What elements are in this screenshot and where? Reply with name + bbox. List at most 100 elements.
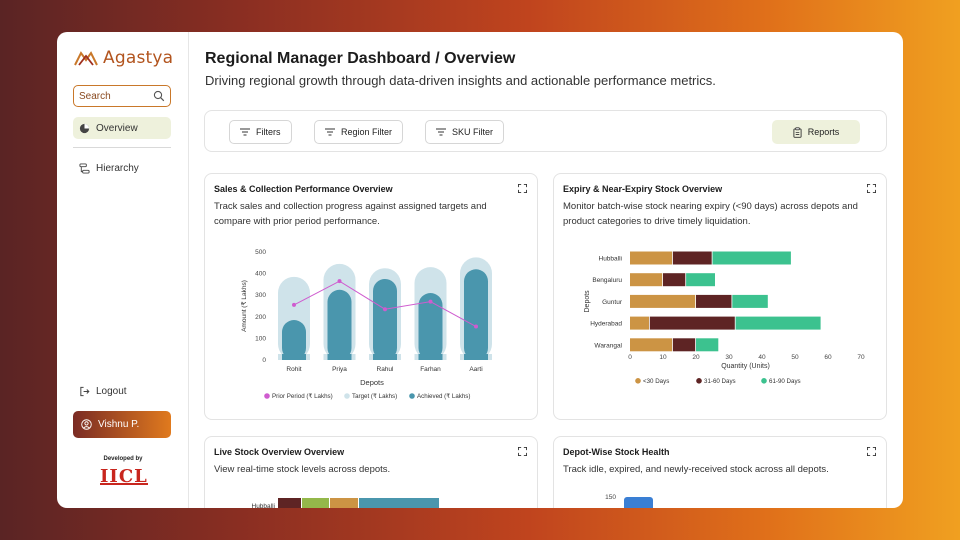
achieved-bar-base xyxy=(464,354,488,360)
card-title: Expiry & Near-Expiry Stock Overview xyxy=(563,184,723,194)
y-tick-label: 300 xyxy=(255,292,266,299)
y-tick-label: 200 xyxy=(255,314,266,321)
page-subtitle: Driving regional growth through data-dri… xyxy=(205,73,716,88)
legend-label: Prior Period (₹ Lakhs) xyxy=(272,393,333,400)
y-tick-label: 500 xyxy=(255,249,266,256)
filter-lines-icon xyxy=(325,128,335,136)
agastya-logo-icon xyxy=(74,51,98,66)
prior-period-point xyxy=(292,302,296,307)
sidebar: Agastya Search Overview Hierarchy xyxy=(57,32,189,508)
page-title: Regional Manager Dashboard / Overview xyxy=(205,50,516,67)
x-tick-label: 30 xyxy=(725,354,733,361)
y-tick-label: 400 xyxy=(255,271,266,278)
expand-icon[interactable] xyxy=(518,447,527,456)
legend-marker xyxy=(696,378,702,384)
x-tick-label: Rohit xyxy=(286,366,301,373)
legend-label: Achieved (₹ Lakhs) xyxy=(417,393,470,400)
user-profile-button[interactable]: Vishnu P. xyxy=(73,411,171,438)
depot-health-chart: 150 xyxy=(605,494,653,508)
y-axis-label: Amount (₹ Lakhs) xyxy=(240,280,248,332)
reports-button[interactable]: Reports xyxy=(772,120,860,144)
achieved-bar xyxy=(327,289,352,360)
sidebar-item-hierarchy[interactable]: Hierarchy xyxy=(73,157,171,179)
sidebar-item-label: Hierarchy xyxy=(96,162,139,174)
filters-label: Filters xyxy=(256,127,281,137)
stacked-bar-segment xyxy=(630,316,649,330)
achieved-bar xyxy=(418,293,443,360)
y-tick-label: 0 xyxy=(262,357,266,364)
stacked-bar-segment xyxy=(630,273,663,287)
stacked-bar-segment xyxy=(302,498,329,508)
depot-health-card: Depot-Wise Stock Health Track idle, expi… xyxy=(553,436,887,508)
stacked-bar-segment xyxy=(735,316,821,330)
logout-button[interactable]: Logout xyxy=(73,380,171,402)
sidebar-item-label: Overview xyxy=(96,122,138,134)
x-tick-label: 20 xyxy=(692,354,700,361)
prior-period-point xyxy=(474,324,478,329)
region-filter-button[interactable]: Region Filter xyxy=(314,120,404,144)
reports-label: Reports xyxy=(807,127,840,137)
stacked-bar-segment xyxy=(672,338,696,352)
expand-icon[interactable] xyxy=(867,184,876,193)
legend-marker xyxy=(264,393,270,399)
x-tick-label: 10 xyxy=(659,354,667,361)
expand-icon[interactable] xyxy=(518,184,527,193)
filters-button[interactable]: Filters xyxy=(229,120,292,144)
sku-filter-button[interactable]: SKU Filter xyxy=(425,120,505,144)
stacked-bar-segment xyxy=(712,251,791,265)
clipboard-icon xyxy=(793,126,802,138)
x-tick-label: Aarti xyxy=(469,366,482,373)
stacked-bar-segment xyxy=(696,294,732,308)
achieved-bar-base xyxy=(418,354,443,360)
expand-icon[interactable] xyxy=(867,447,876,456)
app-name: Agastya xyxy=(103,48,174,68)
y-tick-label: 100 xyxy=(255,335,266,342)
stacked-bar-segment xyxy=(696,338,719,352)
logout-label: Logout xyxy=(96,385,127,397)
legend-marker xyxy=(761,378,767,384)
card-description: Track idle, expired, and newly-received … xyxy=(563,464,829,475)
search-icon xyxy=(153,90,165,102)
x-tick-label: 0 xyxy=(628,354,632,361)
search-input[interactable]: Search xyxy=(73,85,171,107)
live-stock-card: Live Stock Overview Overview View real-t… xyxy=(204,436,538,508)
achieved-bar-base xyxy=(373,354,397,360)
x-tick-label: Priya xyxy=(332,366,347,373)
prior-period-point xyxy=(383,307,387,312)
achieved-bar xyxy=(282,320,306,360)
filter-lines-icon xyxy=(436,128,446,136)
y-tick-label: Hubballi xyxy=(252,503,276,508)
stacked-bar-segment xyxy=(663,273,686,287)
sidebar-item-overview[interactable]: Overview xyxy=(73,117,171,139)
app-logo[interactable]: Agastya xyxy=(73,48,173,68)
sales-performance-card: Sales & Collection Performance Overview … xyxy=(204,173,538,420)
stacked-bar-segment xyxy=(630,338,673,352)
stacked-bar-segment xyxy=(359,498,439,508)
x-tick-label: Rahul xyxy=(377,366,395,373)
legend-marker xyxy=(409,393,415,399)
card-description: View real-time stock levels across depot… xyxy=(214,464,391,475)
achieved-bar xyxy=(464,269,488,360)
stacked-bar-segment xyxy=(630,251,673,265)
x-tick-label: 50 xyxy=(791,354,799,361)
app-window: Agastya Search Overview Hierarchy xyxy=(57,32,903,508)
health-bar xyxy=(624,497,653,508)
x-tick-label: Farhan xyxy=(420,366,441,373)
legend-label: 31-60 Days xyxy=(704,378,736,385)
expiry-stock-card: Expiry & Near-Expiry Stock Overview Moni… xyxy=(553,173,887,420)
stacked-bar-segment xyxy=(649,316,735,330)
user-name: Vishnu P. xyxy=(98,419,140,430)
y-tick-label: Bengaluru xyxy=(592,277,622,284)
y-axis-label: Depots xyxy=(584,290,591,313)
search-placeholder: Search xyxy=(79,90,111,102)
main-content: Regional Manager Dashboard / Overview Dr… xyxy=(189,32,903,508)
legend-marker xyxy=(344,393,350,399)
expiry-chart: Hubballi Bengaluru Guntur Hyderabad Warangal… xyxy=(584,251,865,385)
stacked-bar-segment xyxy=(630,294,696,308)
pie-icon xyxy=(79,123,90,133)
hierarchy-icon xyxy=(79,162,90,174)
achieved-bar-base xyxy=(282,354,306,360)
legend-marker xyxy=(635,378,641,384)
prior-period-point xyxy=(337,279,342,284)
region-filter-label: Region Filter xyxy=(341,127,393,137)
